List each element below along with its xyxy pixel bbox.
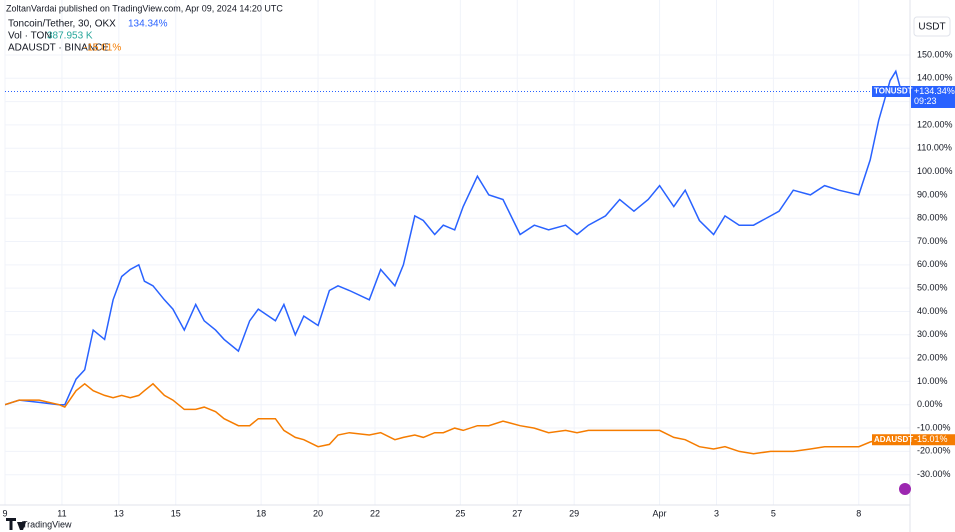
x-tick-label: 3	[714, 508, 719, 518]
x-tick-label: 22	[370, 508, 380, 518]
plot-area	[5, 69, 910, 455]
x-tick-label: 11	[57, 508, 66, 518]
price-badge-label: +134.34%	[914, 86, 955, 96]
y-tick-label: 20.00%	[917, 352, 948, 362]
brand-text: TradingView	[22, 519, 72, 529]
x-tick-label: 15	[171, 508, 181, 518]
y-tick-label: 10.00%	[917, 376, 948, 386]
series-line	[5, 382, 902, 455]
event-icon[interactable]	[899, 483, 911, 495]
y-tick-label: 70.00%	[917, 236, 948, 246]
series-line	[5, 69, 903, 406]
currency-button[interactable]	[913, 16, 951, 37]
y-tick-label: 110.00%	[917, 143, 952, 153]
x-tick-label: 25	[455, 508, 465, 518]
brand-logo	[6, 518, 26, 530]
x-tick-label: 5	[771, 508, 776, 518]
y-tick-label: -30.00%	[917, 469, 951, 479]
legend-value: 134.34%	[128, 19, 168, 30]
y-tick-label: 0.00%	[917, 399, 943, 409]
series-tag	[872, 85, 910, 97]
legend-value: -15.01%	[84, 43, 121, 54]
price-badge	[911, 434, 955, 446]
x-tick-label: 27	[512, 508, 522, 518]
y-tick-label: 50.00%	[917, 283, 948, 293]
y-tick-label: 60.00%	[917, 259, 948, 269]
series-tag-label: TONUSDT	[874, 87, 913, 96]
y-tick-label: -10.00%	[917, 422, 951, 432]
price-badge-label: -15.01%	[914, 434, 948, 444]
y-tick-label: 90.00%	[917, 189, 948, 199]
x-tick-label: 9	[2, 508, 7, 518]
legend-name: Toncoin/Tether, 30, OKX	[8, 19, 116, 30]
y-tick-label: 140.00%	[917, 73, 953, 83]
series-tag	[872, 434, 910, 446]
price-badge-time: 09:23	[914, 96, 937, 106]
chart-title: ZoltanVardai published on TradingView.co…	[6, 3, 283, 13]
x-tick-label: 13	[114, 508, 124, 518]
volume-value: 387.953 K	[47, 31, 93, 42]
y-tick-label: 30.00%	[917, 329, 948, 339]
grid	[4, 0, 910, 505]
x-tick-label: 18	[256, 508, 266, 518]
series-tag-label: ADAUSDT	[874, 435, 913, 444]
y-tick-label: 80.00%	[917, 213, 948, 223]
y-tick-label: 150.00%	[917, 49, 953, 59]
x-tick-label: Apr	[653, 508, 667, 518]
legend-name: ADAUSDT · BINANCE	[8, 43, 109, 54]
x-tick-label: 29	[569, 508, 579, 518]
x-tick-label: 20	[313, 508, 323, 518]
y-tick-label: 40.00%	[917, 306, 948, 316]
y-tick-label: 120.00%	[917, 119, 953, 129]
volume-label: Vol · TON	[8, 31, 52, 42]
price-badge	[911, 85, 955, 108]
y-tick-label: 100.00%	[917, 166, 953, 176]
y-tick-label: -20.00%	[917, 446, 951, 456]
x-tick-label: 8	[856, 508, 861, 518]
currency-label[interactable]: USDT	[918, 22, 945, 33]
